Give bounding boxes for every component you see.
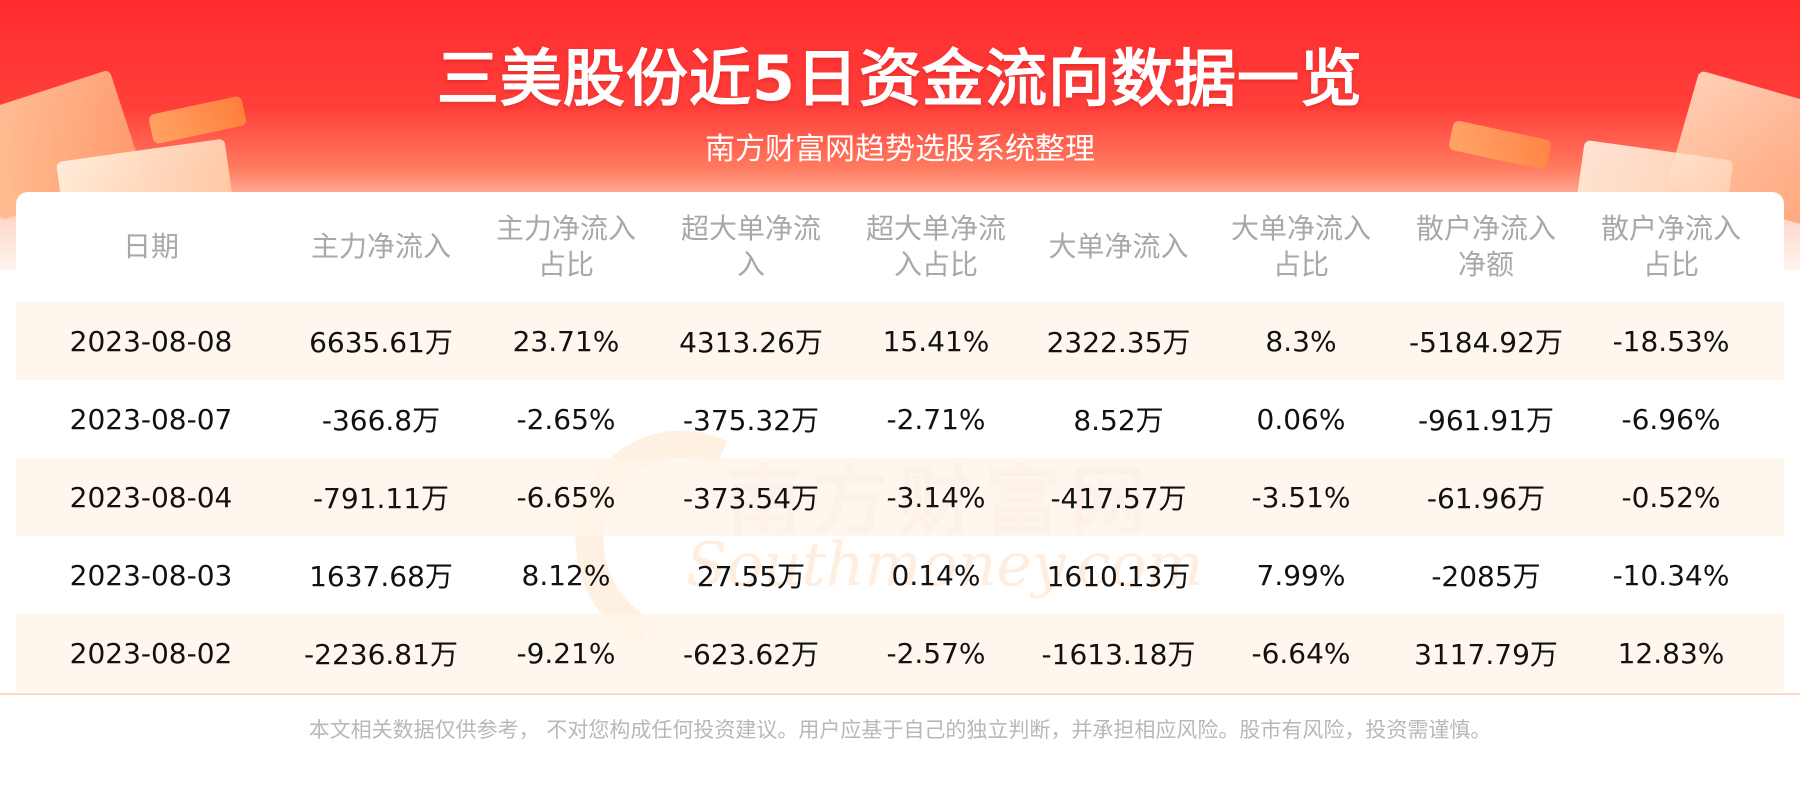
page-subtitle: 南方财富网趋势选股系统整理 [705, 132, 1095, 167]
column-header-retail-net-inflow: 散户净流入 净额 [1391, 211, 1581, 283]
cell-super-large-net-inflow-ratio: 0.14% [891, 558, 981, 592]
column-header-main-net-inflow-ratio: 主力净流入 占比 [476, 211, 656, 283]
cell-super-large-net-inflow: -623.62万 [682, 638, 820, 671]
cell-date: 2023-08-02 [69, 636, 233, 670]
cell-retail-net-inflow: -2085万 [1431, 560, 1541, 593]
column-header-line: 日期 [122, 230, 179, 263]
cell-retail-net-inflow-ratio: -18.53% [1612, 324, 1730, 358]
cell-main-net-inflow: 6635.61万 [309, 326, 453, 359]
table-row: 2023-08-04 -791.11万 -6.65% -373.54万 -3.1… [16, 458, 1784, 536]
column-header-line: 大单净流入 [1230, 212, 1371, 245]
cell-main-net-inflow-ratio: -9.21% [516, 636, 616, 670]
cell-super-large-net-inflow: 27.55万 [696, 560, 806, 593]
cell-main-net-inflow: 1637.68万 [309, 560, 453, 593]
footer-divider [0, 693, 1800, 695]
column-header-line: 入 [736, 248, 765, 281]
column-header-super-large-net-inflow: 超大单净流 入 [656, 211, 846, 283]
cell-main-net-inflow: -366.8万 [321, 404, 441, 437]
cell-super-large-net-inflow-ratio: -2.71% [886, 402, 986, 436]
cell-large-net-inflow: -417.57万 [1050, 482, 1187, 515]
column-header-main-net-inflow: 主力净流入 [286, 229, 476, 265]
table-row: 2023-08-03 1637.68万 8.12% 27.55万 0.14% 1… [16, 536, 1784, 614]
column-header-line: 超大单净流 [680, 212, 821, 245]
cell-large-net-inflow: -1613.18万 [1041, 638, 1196, 671]
column-header-line: 净额 [1457, 248, 1514, 281]
cell-super-large-net-inflow-ratio: -2.57% [886, 636, 986, 670]
cell-date: 2023-08-08 [69, 324, 233, 358]
column-header-line: 主力净流入 [310, 230, 451, 263]
cell-main-net-inflow-ratio: 23.71% [512, 324, 620, 358]
cell-main-net-inflow-ratio: -6.65% [516, 480, 616, 514]
table-row: 2023-08-08 6635.61万 23.71% 4313.26万 15.4… [16, 302, 1784, 380]
cell-main-net-inflow: -791.11万 [312, 482, 450, 515]
column-header-line: 占比 [1272, 248, 1329, 281]
cell-retail-net-inflow: -5184.92万 [1409, 326, 1563, 359]
column-header-line: 占比 [1642, 248, 1699, 281]
column-header-large-net-inflow: 大单净流入 [1026, 229, 1211, 265]
cell-large-net-inflow-ratio: 8.3% [1265, 324, 1337, 358]
cell-large-net-inflow: 1610.13万 [1046, 560, 1191, 593]
column-header-line: 主力净流入 [495, 212, 636, 245]
cell-retail-net-inflow-ratio: -6.96% [1621, 402, 1721, 436]
table-row: 2023-08-02 -2236.81万 -9.21% -623.62万 -2.… [16, 614, 1784, 692]
column-header-line: 散户净流入 [1600, 212, 1741, 245]
cell-date: 2023-08-07 [69, 402, 233, 436]
table-row: 2023-08-07 -366.8万 -2.65% -375.32万 -2.71… [16, 380, 1784, 458]
cell-large-net-inflow: 2322.35万 [1046, 326, 1191, 359]
disclaimer-text: 本文相关数据仅供参考， 不对您构成任何投资建议。用户应基于自己的独立判断，并承担… [308, 718, 1492, 742]
column-header-date: 日期 [16, 229, 286, 265]
cell-large-net-inflow: 8.52万 [1073, 404, 1164, 437]
cell-retail-net-inflow-ratio: 12.83% [1617, 636, 1725, 670]
cell-large-net-inflow-ratio: -6.64% [1251, 636, 1351, 670]
cell-super-large-net-inflow: -375.32万 [682, 404, 820, 437]
column-header-retail-net-inflow-ratio: 散户净流入 占比 [1581, 211, 1761, 283]
cell-super-large-net-inflow-ratio: -3.14% [886, 480, 986, 514]
cell-retail-net-inflow: 3117.79万 [1414, 638, 1558, 671]
cell-retail-net-inflow: -61.96万 [1426, 482, 1546, 515]
cell-large-net-inflow-ratio: 0.06% [1256, 402, 1346, 436]
cell-super-large-net-inflow: -373.54万 [682, 482, 820, 515]
cell-super-large-net-inflow: 4313.26万 [679, 326, 823, 359]
column-header-line: 占比 [537, 248, 594, 281]
data-table-card: 南方财富网 Southmoney.com 日期 主力净流入 主力净流入 占比 超… [16, 192, 1784, 692]
cell-retail-net-inflow-ratio: -0.52% [1621, 480, 1721, 514]
cell-large-net-inflow-ratio: -3.51% [1251, 480, 1351, 514]
cell-date: 2023-08-04 [69, 480, 233, 514]
column-header-large-net-inflow-ratio: 大单净流入 占比 [1211, 211, 1391, 283]
cell-date: 2023-08-03 [69, 558, 233, 592]
column-header-line: 超大单净流 [865, 212, 1006, 245]
table-header: 日期 主力净流入 主力净流入 占比 超大单净流 入 超大单净流 入占比 大单净流… [16, 192, 1784, 302]
cell-main-net-inflow-ratio: 8.12% [521, 558, 611, 592]
cell-main-net-inflow: -2236.81万 [304, 638, 458, 671]
column-header-line: 散户净流入 [1415, 212, 1556, 245]
column-header-line: 大单净流入 [1048, 230, 1189, 263]
cell-large-net-inflow-ratio: 7.99% [1256, 558, 1346, 592]
page-title: 三美股份近5日资金流向数据一览 [436, 42, 1364, 115]
cell-main-net-inflow-ratio: -2.65% [516, 402, 616, 436]
cell-retail-net-inflow: -961.91万 [1417, 404, 1555, 437]
column-header-line: 入占比 [893, 248, 978, 281]
cell-retail-net-inflow-ratio: -10.34% [1612, 558, 1730, 592]
column-header-super-large-net-inflow-ratio: 超大单净流 入占比 [846, 211, 1026, 283]
cell-super-large-net-inflow-ratio: 15.41% [882, 324, 990, 358]
